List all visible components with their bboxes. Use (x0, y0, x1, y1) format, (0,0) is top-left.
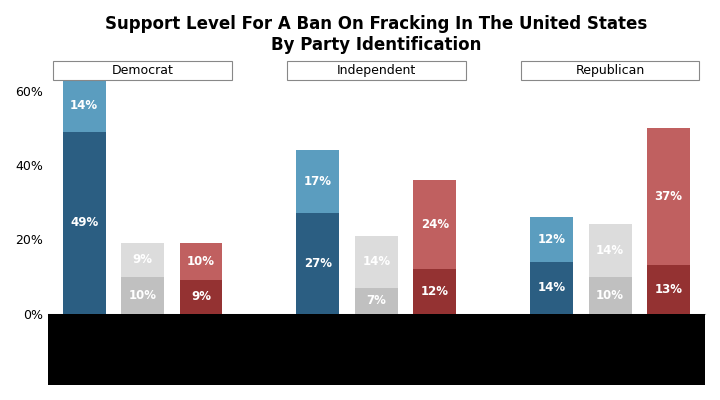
Bar (121, 243, 164, 276)
Bar (297, 150, 339, 213)
Text: 14%: 14% (70, 99, 98, 112)
Text: 10%: 10% (596, 289, 624, 302)
Text: 24%: 24% (420, 218, 449, 231)
Text: Democrat: Democrat (112, 64, 174, 77)
Text: 17%: 17% (304, 175, 332, 188)
Text: Independent: Independent (337, 64, 416, 77)
Bar (413, 269, 456, 314)
Text: 12%: 12% (538, 233, 566, 246)
Bar (355, 288, 397, 314)
Text: 9%: 9% (191, 290, 211, 304)
Text: 13%: 13% (654, 283, 683, 296)
Bar (355, 236, 397, 288)
Text: 10%: 10% (129, 289, 157, 302)
FancyBboxPatch shape (521, 61, 699, 80)
FancyBboxPatch shape (287, 61, 466, 80)
Text: 14%: 14% (596, 244, 624, 257)
Text: Republican: Republican (575, 64, 644, 77)
Text: 9%: 9% (132, 253, 153, 266)
Bar (413, 180, 456, 269)
Bar (63, 132, 106, 314)
Text: 10%: 10% (187, 255, 215, 268)
FancyBboxPatch shape (53, 61, 232, 80)
Bar (589, 276, 631, 314)
Bar (63, 80, 106, 132)
Text: 12%: 12% (420, 285, 449, 298)
Bar (530, 262, 573, 314)
Text: 37%: 37% (654, 190, 683, 203)
Text: 14%: 14% (538, 281, 566, 294)
Text: 7%: 7% (366, 294, 387, 307)
Text: 14%: 14% (362, 255, 390, 268)
Bar (530, 217, 573, 262)
Bar (179, 243, 222, 280)
Bar (297, 213, 339, 314)
Bar (647, 265, 690, 314)
Bar (647, 128, 690, 265)
Title: Support Level For A Ban On Fracking In The United States
By Party Identification: Support Level For A Ban On Fracking In T… (105, 15, 647, 54)
Bar (589, 224, 631, 276)
Bar (121, 276, 164, 314)
Text: 27%: 27% (304, 257, 332, 270)
Bar (179, 280, 222, 314)
Text: 49%: 49% (70, 216, 99, 229)
